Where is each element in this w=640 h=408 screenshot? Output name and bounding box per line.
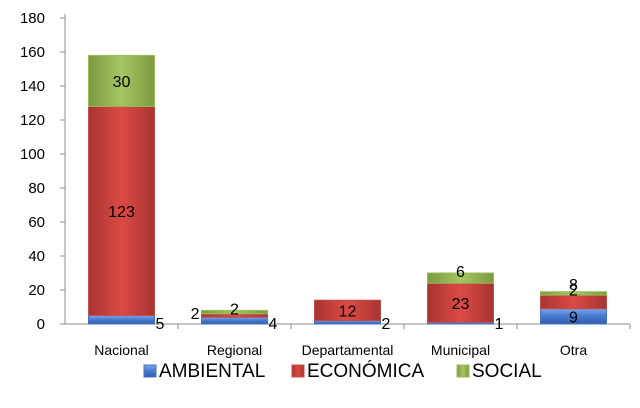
x-tick-label: Nacional xyxy=(94,342,148,358)
y-tick-label: 160 xyxy=(20,44,45,61)
data-label-social: 30 xyxy=(113,74,131,91)
y-tick-label: 80 xyxy=(28,180,45,197)
y-tick-label: 40 xyxy=(28,248,45,265)
y-tick-label: 140 xyxy=(20,78,45,95)
legend-swatch xyxy=(456,364,470,378)
data-label-social: 6 xyxy=(456,264,465,281)
data-label-ambiental: 1 xyxy=(495,316,504,333)
bar-segment-social xyxy=(201,309,268,315)
x-tick-label: Otra xyxy=(560,342,587,358)
legend-swatch xyxy=(143,364,157,378)
data-label-económica: 123 xyxy=(108,204,135,221)
x-tick-label: Departamental xyxy=(302,342,394,358)
bar-segment-social xyxy=(88,54,155,107)
data-label-social: 2 xyxy=(230,301,239,318)
data-label-económica: 2 xyxy=(191,306,200,323)
legend-label: AMBIENTAL xyxy=(159,361,265,382)
legend: AMBIENTAL ECONÓMICA SOCIAL xyxy=(143,360,542,382)
bar-segment-ambiental xyxy=(88,315,155,325)
data-label-económica: 12 xyxy=(339,303,357,320)
data-label-ambiental: 9 xyxy=(569,309,578,326)
data-label-social: 2 xyxy=(569,283,578,300)
bar-segment-económica xyxy=(314,299,381,322)
y-tick-label: 60 xyxy=(28,214,45,231)
data-label-económica: 8 xyxy=(569,277,578,294)
y-tick-label: 120 xyxy=(20,112,45,129)
bar-segment-social xyxy=(427,272,494,284)
y-tick-label: 20 xyxy=(28,282,45,299)
data-label-ambiental: 2 xyxy=(382,316,391,333)
data-label-económica: 23 xyxy=(452,296,470,313)
bar-segment-económica xyxy=(427,282,494,323)
y-tick-label: 100 xyxy=(20,146,45,163)
x-tick-label: Municipal xyxy=(431,342,490,358)
bar-segment-ambiental xyxy=(314,320,381,325)
bars xyxy=(88,54,607,325)
legend-item-ambiental: AMBIENTAL xyxy=(143,361,265,382)
legend-label: ECONÓMICA xyxy=(307,360,425,382)
axes: 0 20 40 60 80 100 120 140 160 180 Nacional Regional… xyxy=(20,10,631,358)
y-tick-label: 0 xyxy=(37,316,45,333)
legend-label: SOCIAL xyxy=(472,361,542,382)
x-tick-label: Regional xyxy=(207,342,262,358)
data-label-ambiental: 4 xyxy=(269,316,278,333)
legend-item-económica: ECONÓMICA xyxy=(291,360,425,382)
data-label-ambiental: 5 xyxy=(156,316,165,333)
bar-segment-económica xyxy=(88,105,155,317)
legend-item-social: SOCIAL xyxy=(456,361,542,382)
legend-swatch xyxy=(291,364,305,378)
bar-segment-social xyxy=(540,291,607,296)
y-tick-label: 180 xyxy=(20,10,45,27)
